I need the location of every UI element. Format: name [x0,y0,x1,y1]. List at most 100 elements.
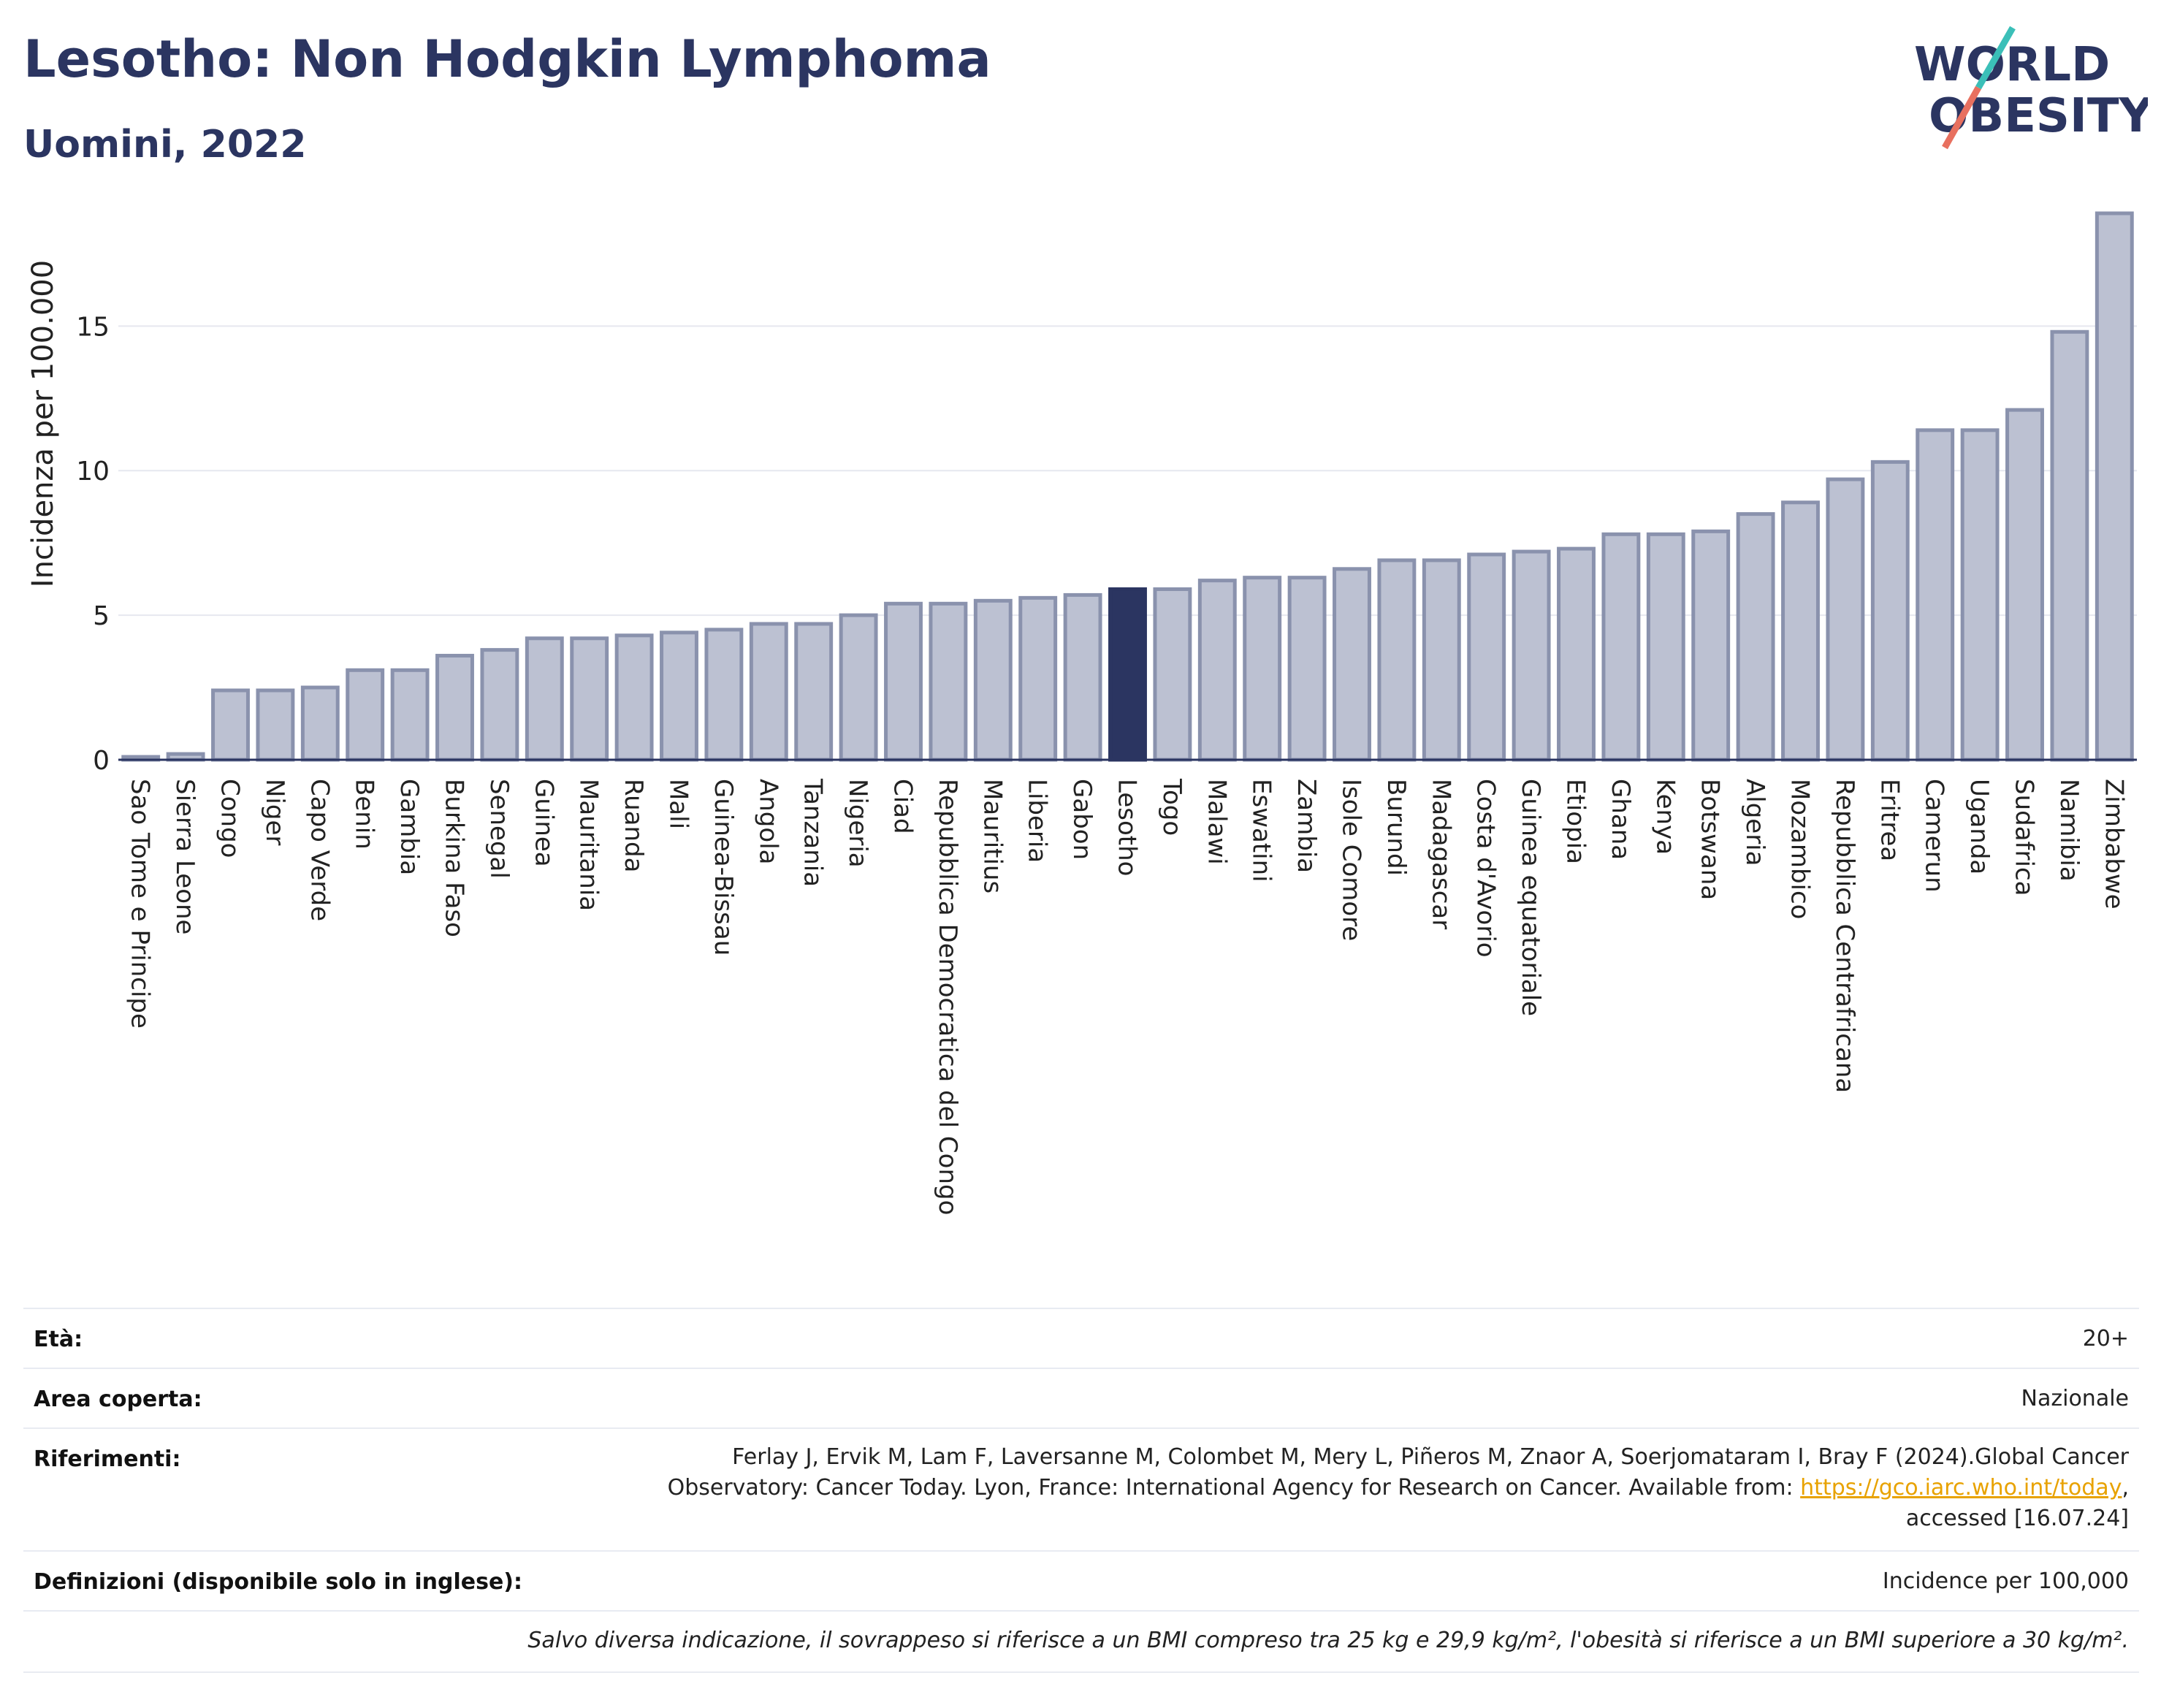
category-label: Costa d'Avorio [1471,779,1501,958]
bar-gambia [390,668,430,762]
category-label: Etiopia [1561,779,1590,864]
category-label: Zambia [1292,779,1321,873]
category-label: Eswatini [1247,779,1276,882]
bar-burundi [1377,558,1417,762]
category-label: Lesotho [1113,779,1142,876]
references-line2: Observatory: Cancer Today. Lyon, France:… [668,1473,2129,1503]
category-label: Repubblica Centrafricana [1830,779,1859,1093]
references-line3: accessed [16.07.24] [1905,1506,2129,1531]
y-axis-label: Incidenza per 100.000 [26,260,60,587]
category-label: Benin [350,779,379,850]
bar-etiopia [1557,546,1596,762]
category-label: Eritrea [1875,779,1904,861]
bar-mauritania [570,636,609,762]
category-label: Burundi [1381,779,1411,876]
category-label: Isole Comore [1337,779,1366,941]
category-label: Zimbabwe [2099,779,2128,910]
category-label: Nigeria [843,779,872,868]
category-label: Gabon [1067,779,1097,860]
category-label: Guinea equatoriale [1516,779,1545,1016]
meta-row-definitions: Definizioni (disponibile solo in inglese… [23,1550,2139,1612]
category-label: Niger [260,779,289,845]
bar-eswatini [1243,576,1282,762]
bar-namibia [2050,329,2089,762]
world-obesity-logo: WORLD OBESITY [1914,26,2148,150]
bar-guinea [525,636,564,762]
category-label: Sudafrica [2010,779,2039,896]
bar-camerun [1916,428,1955,762]
age-value: 20+ [2082,1326,2129,1351]
category-label: Botswana [1696,779,1725,900]
bar-niger [256,688,295,762]
category-label: Uganda [1964,779,1994,874]
y-tick-label: 5 [93,601,110,631]
logo-slash-teal [1975,26,2016,90]
bar-liberia [1018,595,1058,762]
category-label: Mauritius [977,779,1007,893]
category-label: Sierra Leone [170,779,199,934]
bar-eritrea [1870,460,1910,762]
category-label: Sao Tome e Principe [126,779,155,1029]
category-label: Capo Verde [305,779,334,921]
bar-kenya [1646,532,1685,762]
bar-madagascar [1422,558,1461,762]
category-label: Gambia [395,779,424,875]
category-label: Madagascar [1426,779,1455,929]
bar-ruanda [614,633,654,762]
bars [121,211,2134,762]
bar-angola [749,622,788,762]
bar-gabon [1063,592,1102,762]
references-value: Ferlay J, Ervik M, Lam F, Laversanne M, … [668,1442,2129,1534]
category-label: Guinea [529,779,558,867]
meta-row-age: Età: 20+ [23,1308,2139,1369]
y-tick-label: 10 [76,457,110,487]
references-line2-comma: , [2122,1475,2129,1501]
bar-ghana [1601,532,1641,762]
category-label: Togo [1157,778,1186,836]
bar-burkina-faso [435,654,474,762]
bar-mali [660,630,698,762]
page-subtitle: Uomini, 2022 [23,123,307,167]
category-label: Angola [753,779,782,864]
category-label: Tanzania [799,778,828,887]
category-label: Congo [216,779,245,858]
bar-repubblica-democratica-del-congo [929,601,968,762]
category-labels: Sao Tome e Principe Sierra Leone Congo Nige… [126,778,2129,1215]
category-label: Ghana [1606,779,1635,860]
obesity-definition-note: Salvo diversa indicazione, il sovrappeso… [527,1628,2129,1653]
age-label: Età: [34,1327,83,1352]
bar-repubblica-centrafricana [1826,477,1865,762]
category-label: Ciad [888,779,918,834]
bar-congo [211,688,250,762]
logo-slash-red [1942,85,1981,150]
bar-lesotho [1108,587,1147,762]
bar-guinea-equatoriale [1512,549,1551,762]
axes: 0 5 10 15 [76,312,2137,776]
bar-mauritius [973,598,1013,762]
bar-zimbabwe [2095,211,2134,762]
meta-row-references: Riferimenti: Ferlay J, Ervik M, Lam F, L… [23,1427,2139,1552]
area-value: Nazionale [2021,1386,2129,1411]
category-label: Kenya [1650,779,1680,855]
references-link[interactable]: https://gco.iarc.who.int/today [1800,1475,2122,1501]
bar-capo-verde [300,685,340,762]
references-line2-text: Observatory: Cancer Today. Lyon, France:… [667,1475,1801,1501]
bar-uganda [1960,428,2000,762]
logo-line1: WORLD [1914,38,2110,92]
area-label: Area coperta: [34,1387,202,1412]
bar-nigeria [839,613,878,762]
bar-malawi [1197,579,1237,762]
bar-costa-d-avorio [1467,552,1506,762]
category-label: Ruanda [619,779,648,872]
category-label: Senegal [484,779,514,879]
bar-benin [346,668,385,762]
bar-botswana [1691,529,1731,762]
category-label: Mozambico [1785,779,1815,919]
category-label: Camerun [1920,779,1949,893]
category-label: Algeria [1740,779,1769,866]
y-tick-label: 15 [76,312,110,342]
page-title: Lesotho: Non Hodgkin Lymphoma [23,29,991,89]
category-label: Burkina Faso [440,779,469,937]
bar-sudafrica [2005,408,2044,762]
category-label: Namibia [2054,779,2084,882]
